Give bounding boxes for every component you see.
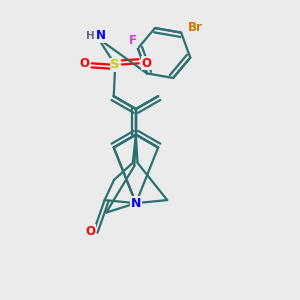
Text: N: N [131,197,141,210]
Text: S: S [110,58,120,71]
Text: O: O [142,57,152,70]
Text: O: O [85,225,96,238]
Text: O: O [79,57,89,70]
Text: F: F [129,34,137,47]
Text: Br: Br [188,21,203,34]
Text: N: N [96,29,106,42]
Text: H: H [86,31,94,41]
